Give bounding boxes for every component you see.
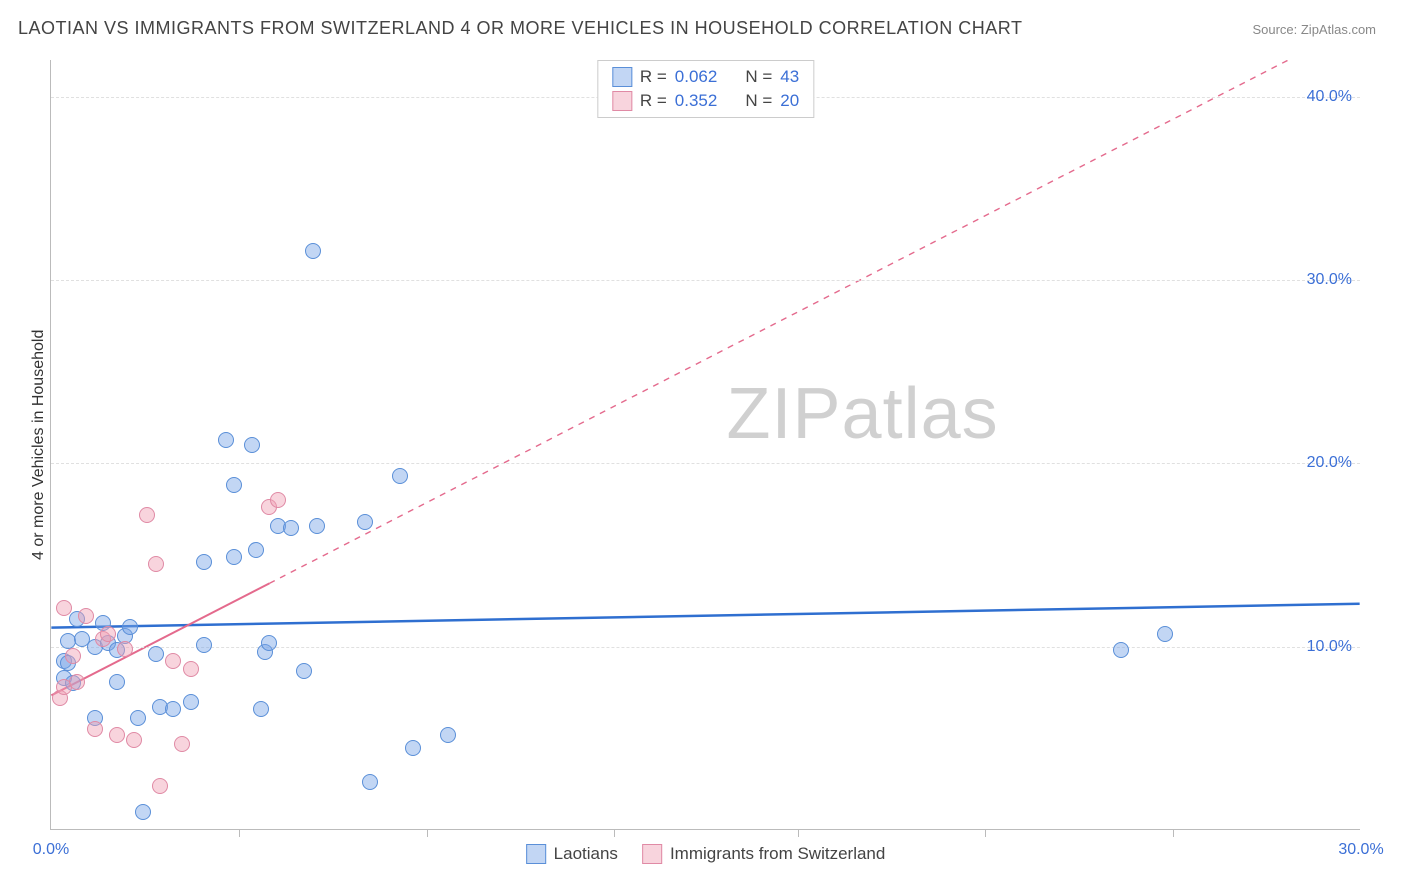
- x-tick: [798, 829, 799, 837]
- scatter-point: [174, 736, 190, 752]
- scatter-point: [109, 674, 125, 690]
- scatter-point: [1157, 626, 1173, 642]
- scatter-point: [357, 514, 373, 530]
- plot-area: ZIPatlas R =0.062N =43R =0.352N =20 Laot…: [50, 60, 1360, 830]
- watermark: ZIPatlas: [727, 373, 999, 455]
- scatter-point: [109, 727, 125, 743]
- legend-top-row: R =0.352N =20: [612, 91, 799, 111]
- x-tick: [427, 829, 428, 837]
- legend-label: Immigrants from Switzerland: [670, 844, 885, 864]
- legend-swatch: [612, 91, 632, 111]
- scatter-point: [65, 648, 81, 664]
- scatter-point: [244, 437, 260, 453]
- gridline-h: [51, 647, 1360, 648]
- x-tick: [614, 829, 615, 837]
- legend-top-row: R =0.062N =43: [612, 67, 799, 87]
- scatter-point: [56, 600, 72, 616]
- y-tick-label: 20.0%: [1307, 454, 1352, 472]
- scatter-point: [122, 619, 138, 635]
- source-label: Source: ZipAtlas.com: [1252, 22, 1376, 37]
- scatter-point: [362, 774, 378, 790]
- legend-swatch: [642, 844, 662, 864]
- scatter-point: [218, 432, 234, 448]
- x-tick: [985, 829, 986, 837]
- scatter-point: [87, 721, 103, 737]
- legend-swatch: [612, 67, 632, 87]
- scatter-point: [100, 626, 116, 642]
- scatter-point: [261, 635, 277, 651]
- scatter-point: [248, 542, 264, 558]
- scatter-point: [226, 549, 242, 565]
- scatter-point: [296, 663, 312, 679]
- scatter-point: [196, 637, 212, 653]
- scatter-point: [148, 556, 164, 572]
- scatter-point: [139, 507, 155, 523]
- scatter-point: [135, 804, 151, 820]
- gridline-h: [51, 463, 1360, 464]
- legend-swatch: [526, 844, 546, 864]
- legend-label: Laotians: [554, 844, 618, 864]
- scatter-point: [440, 727, 456, 743]
- scatter-point: [405, 740, 421, 756]
- scatter-point: [283, 520, 299, 536]
- y-tick-label: 30.0%: [1307, 271, 1352, 289]
- y-tick-label: 10.0%: [1307, 638, 1352, 656]
- scatter-point: [126, 732, 142, 748]
- scatter-point: [305, 243, 321, 259]
- scatter-point: [152, 778, 168, 794]
- legend-bottom: Laotians Immigrants from Switzerland: [526, 844, 886, 864]
- gridline-h: [51, 280, 1360, 281]
- scatter-point: [130, 710, 146, 726]
- scatter-point: [165, 653, 181, 669]
- scatter-point: [1113, 642, 1129, 658]
- scatter-point: [226, 477, 242, 493]
- scatter-point: [253, 701, 269, 717]
- y-tick-label: 40.0%: [1307, 88, 1352, 106]
- scatter-point: [183, 694, 199, 710]
- scatter-point: [196, 554, 212, 570]
- scatter-point: [69, 674, 85, 690]
- y-axis-label: 4 or more Vehicles in Household: [30, 330, 48, 560]
- scatter-point: [183, 661, 199, 677]
- legend-bottom-item: Immigrants from Switzerland: [642, 844, 885, 864]
- chart-title: LAOTIAN VS IMMIGRANTS FROM SWITZERLAND 4…: [18, 18, 1022, 39]
- x-tick: [1173, 829, 1174, 837]
- scatter-point: [270, 492, 286, 508]
- scatter-point: [165, 701, 181, 717]
- x-tick-label: 0.0%: [33, 841, 69, 859]
- scatter-point: [117, 641, 133, 657]
- legend-top: R =0.062N =43 R =0.352N =20: [597, 60, 814, 118]
- scatter-point: [78, 608, 94, 624]
- x-tick: [239, 829, 240, 837]
- x-tick-label: 30.0%: [1338, 841, 1383, 859]
- scatter-point: [148, 646, 164, 662]
- scatter-point: [309, 518, 325, 534]
- legend-bottom-item: Laotians: [526, 844, 618, 864]
- scatter-point: [392, 468, 408, 484]
